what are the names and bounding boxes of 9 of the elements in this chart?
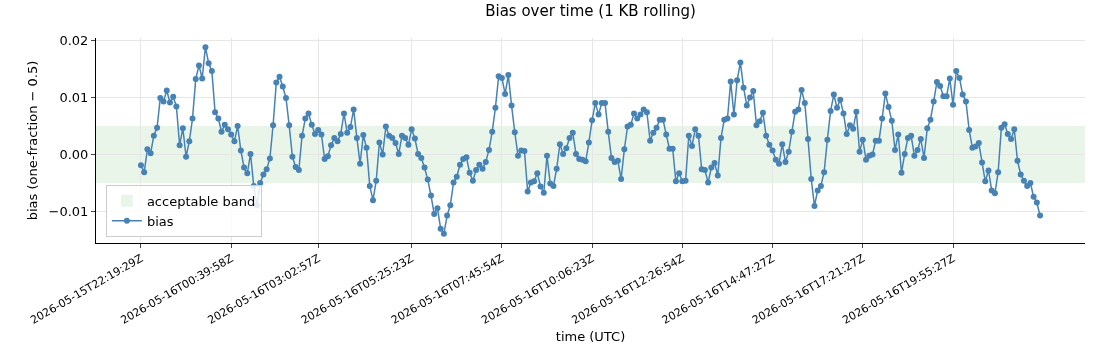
y-tick-label: 0.01 xyxy=(59,89,89,105)
y-axis-title: bias (one-fraction − 0.5) xyxy=(24,60,40,221)
legend-label: acceptable band xyxy=(146,193,256,209)
y-tick-label: 0.02 xyxy=(59,32,89,48)
legend-label: bias xyxy=(146,213,174,229)
y-tick-label: −0.01 xyxy=(48,204,89,220)
y-tick-label: 0.00 xyxy=(59,147,89,163)
x-axis-title: time (UTC) xyxy=(555,329,626,345)
chart-title: Bias over time (1 KB rolling) xyxy=(485,1,696,20)
